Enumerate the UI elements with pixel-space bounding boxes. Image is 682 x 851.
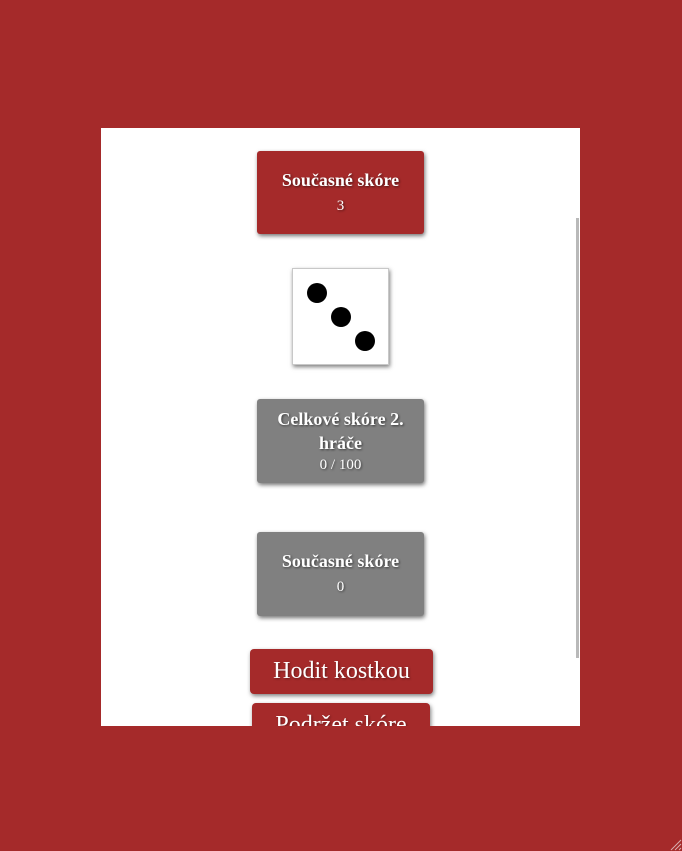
die-pip [331,307,351,327]
die-face-three-icon [292,268,389,365]
roll-dice-button[interactable]: Hodit kostkou [250,649,433,694]
bottom-background [101,726,580,851]
player1-current-score-card: Současné skóre 3 [257,151,424,234]
resize-grip-icon[interactable] [668,837,682,851]
player1-current-score-value: 3 [336,198,345,214]
die-pip [307,283,327,303]
scrollbar[interactable] [576,218,579,658]
player2-current-score-card: Současné skóre 0 [257,532,424,616]
player2-total-score-value: 0 / 100 [319,457,362,473]
player2-total-score-card: Celkové skóre 2. hráče 0 / 100 [257,399,424,483]
player2-current-score-value: 0 [336,579,345,595]
player1-current-score-label: Současné skóre [281,170,400,190]
player2-total-score-label: Celkové skóre 2. hráče [277,409,404,453]
player2-current-score-label: Současné skóre [281,551,400,571]
die-pip [355,331,375,351]
